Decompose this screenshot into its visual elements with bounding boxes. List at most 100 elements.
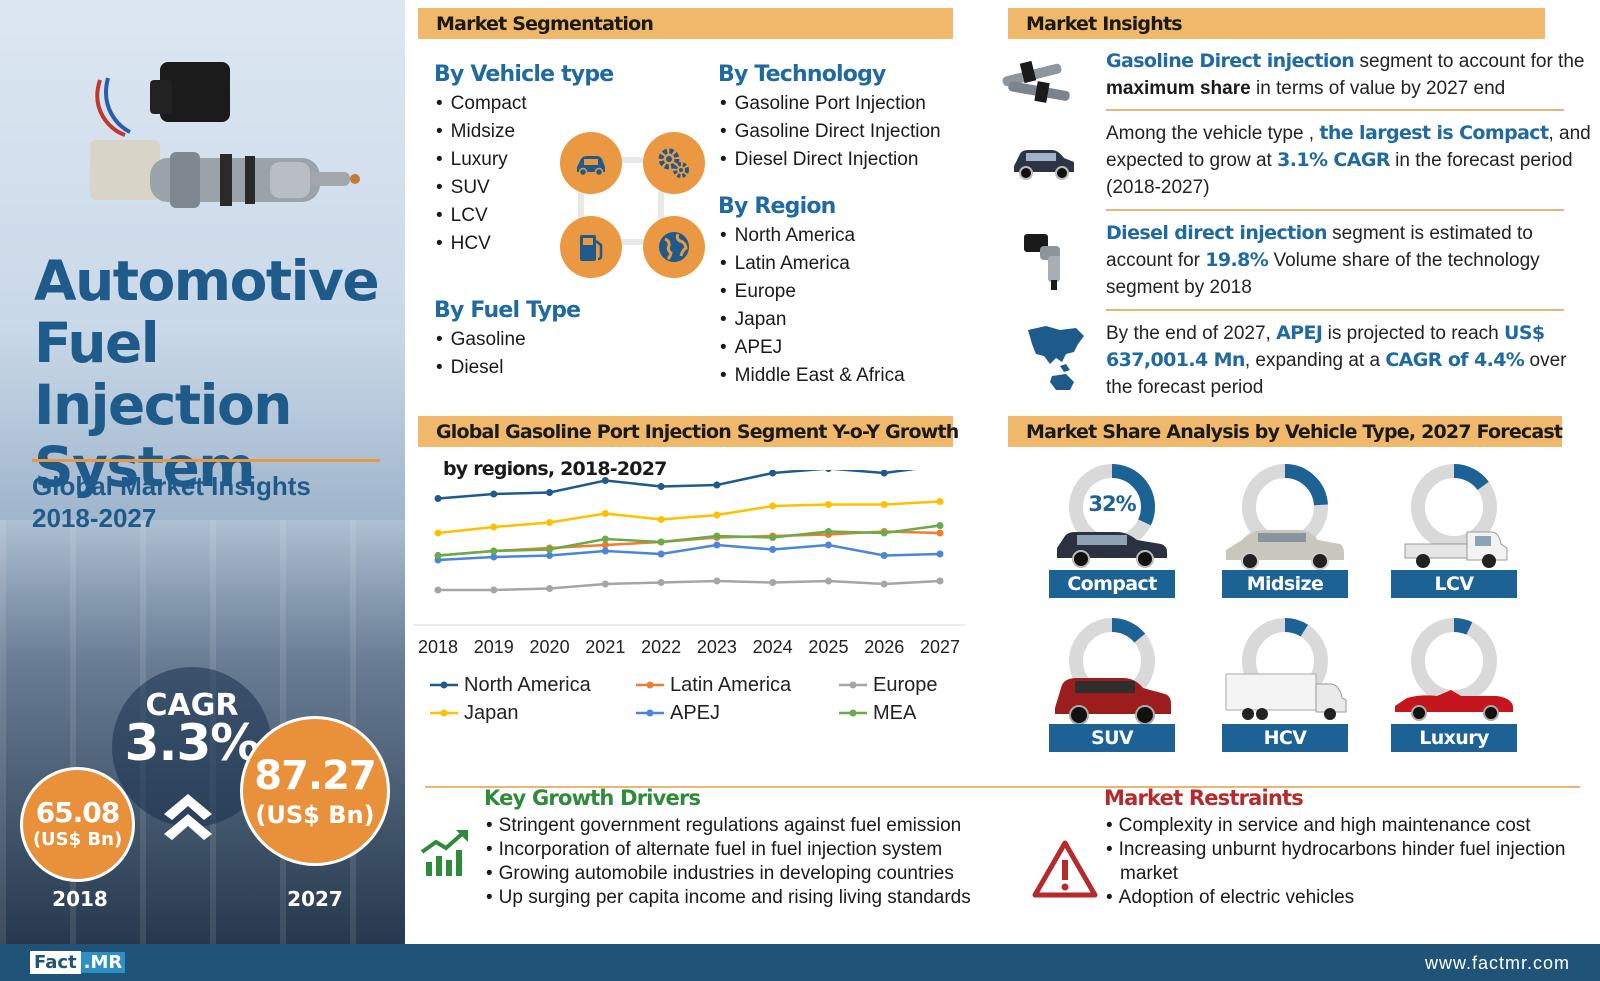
region-list: North America Latin America Europe Japan… bbox=[720, 222, 905, 390]
globe-icon bbox=[643, 216, 705, 278]
data-point bbox=[490, 490, 498, 498]
fuel-type-heading: By Fuel Type bbox=[434, 298, 581, 323]
fuel-injector-image bbox=[90, 62, 360, 208]
growth-chart-icon bbox=[420, 830, 468, 876]
growth-line-chart: 2018 2019 2020 2021 2022 2023 2024 2025 2026 2027… bbox=[413, 470, 965, 724]
insights-header: Market Insights bbox=[1008, 8, 1545, 39]
donut-slice bbox=[1069, 464, 1155, 550]
insight-divider bbox=[1106, 109, 1564, 111]
data-point bbox=[880, 580, 888, 588]
data-point bbox=[936, 529, 944, 537]
title-divider bbox=[32, 459, 380, 462]
data-point bbox=[824, 528, 832, 535]
series-line bbox=[437, 470, 916, 500]
legend-marker bbox=[440, 709, 448, 717]
value-2018: 65.08 bbox=[35, 796, 121, 829]
share-chart-header: Market Share Analysis by Vehicle Type, 2… bbox=[1008, 416, 1563, 447]
fuel-pump-icon bbox=[560, 216, 622, 278]
data-point bbox=[936, 522, 944, 529]
list-item: Up surging per capita income and rising … bbox=[486, 886, 1006, 910]
legend-marker bbox=[849, 709, 857, 717]
value-2027-circle: 87.27 (US$ Bn) bbox=[240, 716, 390, 866]
list-item: Diesel Direct Injection bbox=[720, 146, 941, 174]
insight-4: By the end of 2027, APEJ is projected to… bbox=[1106, 322, 1567, 398]
donut-slice bbox=[1242, 464, 1328, 550]
series-line bbox=[437, 543, 941, 562]
x-tick-label: 2021 bbox=[585, 637, 625, 657]
list-item: Stringent government regulations against… bbox=[486, 814, 1006, 838]
list-item: Gasoline Direct Injection bbox=[720, 118, 941, 146]
data-point bbox=[601, 510, 609, 517]
data-point bbox=[434, 495, 442, 502]
legend-label: Latin America bbox=[670, 674, 792, 696]
data-point bbox=[546, 546, 554, 553]
list-item: HCV bbox=[436, 230, 527, 258]
list-item: Complexity in service and high maintenan… bbox=[1106, 814, 1576, 838]
data-point bbox=[769, 546, 777, 553]
legend-label: North America bbox=[464, 674, 592, 696]
section-divider bbox=[425, 786, 1580, 788]
list-item: Luxury bbox=[436, 146, 527, 174]
data-point bbox=[880, 529, 888, 537]
gears-icon bbox=[643, 132, 705, 194]
list-item: North America bbox=[720, 222, 905, 250]
series-line bbox=[438, 579, 941, 592]
insight-3: Diesel direct injection segment is estim… bbox=[1106, 222, 1540, 298]
fuel-type-list: Gasoline Diesel bbox=[436, 326, 526, 382]
restraints-list: Complexity in service and high maintenan… bbox=[1106, 814, 1576, 910]
data-point bbox=[824, 541, 832, 549]
legend-marker bbox=[646, 681, 654, 689]
restraints-heading: Market Restraints bbox=[1104, 786, 1304, 810]
year-start: 2018 bbox=[52, 887, 108, 911]
x-tick-label: 2023 bbox=[697, 637, 737, 657]
value-2027-unit: (US$ Bn) bbox=[255, 801, 375, 829]
double-chevron-up-icon bbox=[164, 794, 212, 840]
x-tick-label: 2026 bbox=[864, 637, 904, 657]
data-point bbox=[434, 529, 442, 537]
data-point bbox=[657, 550, 665, 558]
drivers-heading: Key Growth Drivers bbox=[484, 786, 701, 810]
data-point bbox=[936, 498, 944, 505]
legend-marker bbox=[440, 681, 448, 689]
page-title: Automotive Fuel Injection System bbox=[34, 249, 380, 499]
box-truck-icon bbox=[1225, 673, 1347, 720]
share-donut bbox=[1411, 464, 1497, 550]
share-percent: 32% bbox=[1088, 492, 1136, 516]
x-tick-label: 2024 bbox=[753, 637, 793, 657]
value-2027: 87.27 bbox=[254, 753, 377, 799]
vehicle-label: Luxury bbox=[1391, 724, 1517, 752]
data-point bbox=[601, 477, 609, 484]
data-point bbox=[546, 585, 554, 592]
data-point bbox=[713, 481, 721, 489]
donut-slice bbox=[1069, 618, 1155, 704]
data-point bbox=[601, 547, 609, 555]
vehicle-label: Compact bbox=[1049, 570, 1175, 598]
list-item: Incorporation of alternate fuel in fuel … bbox=[486, 838, 1006, 862]
legend-label: MEA bbox=[873, 702, 917, 724]
midsize-car-icon bbox=[1226, 530, 1344, 570]
data-point bbox=[824, 577, 832, 585]
warning-icon bbox=[1032, 840, 1098, 898]
technology-heading: By Technology bbox=[718, 62, 886, 87]
car-icon bbox=[560, 132, 622, 194]
x-tick-label: 2027 bbox=[920, 637, 960, 657]
list-item: APEJ bbox=[720, 334, 905, 362]
data-point bbox=[601, 535, 609, 543]
list-item: Gasoline bbox=[436, 326, 526, 354]
website-link[interactable]: www.factmr.com bbox=[1424, 953, 1570, 973]
suv-car-icon bbox=[1055, 678, 1171, 724]
x-tick-label: 2018 bbox=[418, 637, 458, 657]
data-point bbox=[601, 580, 609, 588]
technology-list: Gasoline Port Injection Gasoline Direct … bbox=[720, 90, 941, 174]
cagr-label: CAGR bbox=[145, 688, 239, 723]
vehicle-label: HCV bbox=[1222, 724, 1348, 752]
data-point bbox=[657, 483, 665, 490]
data-point bbox=[880, 501, 888, 508]
legend-marker bbox=[849, 681, 857, 689]
data-point bbox=[490, 547, 498, 555]
drivers-list: Stringent government regulations against… bbox=[486, 814, 1006, 910]
x-tick-label: 2022 bbox=[641, 637, 681, 657]
data-point bbox=[490, 586, 498, 594]
data-point bbox=[546, 552, 554, 559]
data-point bbox=[434, 552, 442, 559]
